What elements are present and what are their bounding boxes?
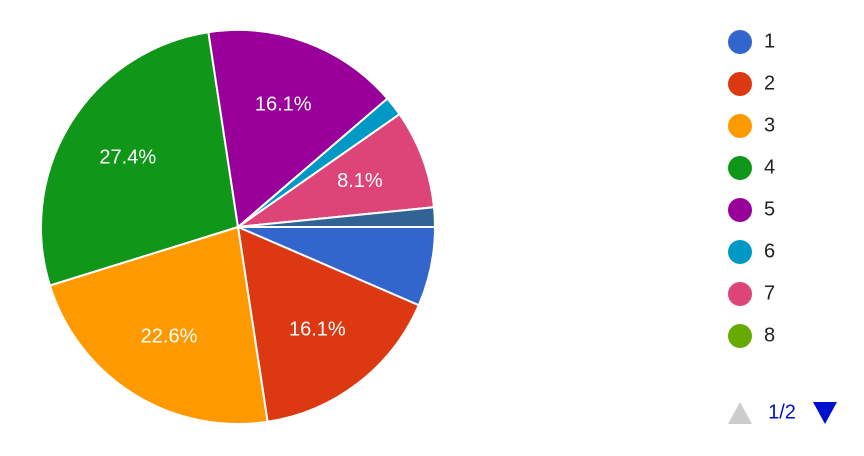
legend-marker	[728, 282, 752, 306]
legend-label: 6	[764, 240, 775, 262]
pie-slice	[236, 225, 421, 423]
legend-pager: 1/2	[728, 401, 837, 424]
legend-marker	[728, 30, 752, 54]
slice-label: 16.1%	[255, 93, 312, 115]
pie-slice	[237, 206, 437, 228]
slice-label: 8.1%	[337, 170, 383, 192]
slice-label: 16.1%	[289, 318, 346, 340]
legend-marker	[728, 72, 752, 96]
pie-slice	[234, 112, 436, 229]
legend-marker	[728, 198, 752, 222]
page-indicator: 1/2	[768, 401, 796, 423]
legend-label: 3	[764, 114, 775, 136]
pie-slice	[48, 225, 269, 425]
legend-label: 4	[764, 156, 775, 178]
page-next-arrow[interactable]	[813, 402, 837, 424]
legend-marker	[728, 114, 752, 138]
legend-label: 2	[764, 72, 775, 94]
legend-marker	[728, 240, 752, 264]
legend-label: 5	[764, 198, 775, 220]
slice-label: 22.6%	[141, 325, 198, 347]
legend-label: 8	[764, 324, 775, 346]
pie-slice	[40, 31, 240, 287]
pie-slice	[207, 29, 389, 229]
legend-label: 1	[764, 30, 775, 52]
legend-label: 7	[764, 282, 775, 304]
slice-label: 27.4%	[99, 146, 156, 168]
legend-marker	[728, 156, 752, 180]
legend-marker	[728, 324, 752, 348]
page-prev-arrow[interactable]	[728, 402, 752, 424]
